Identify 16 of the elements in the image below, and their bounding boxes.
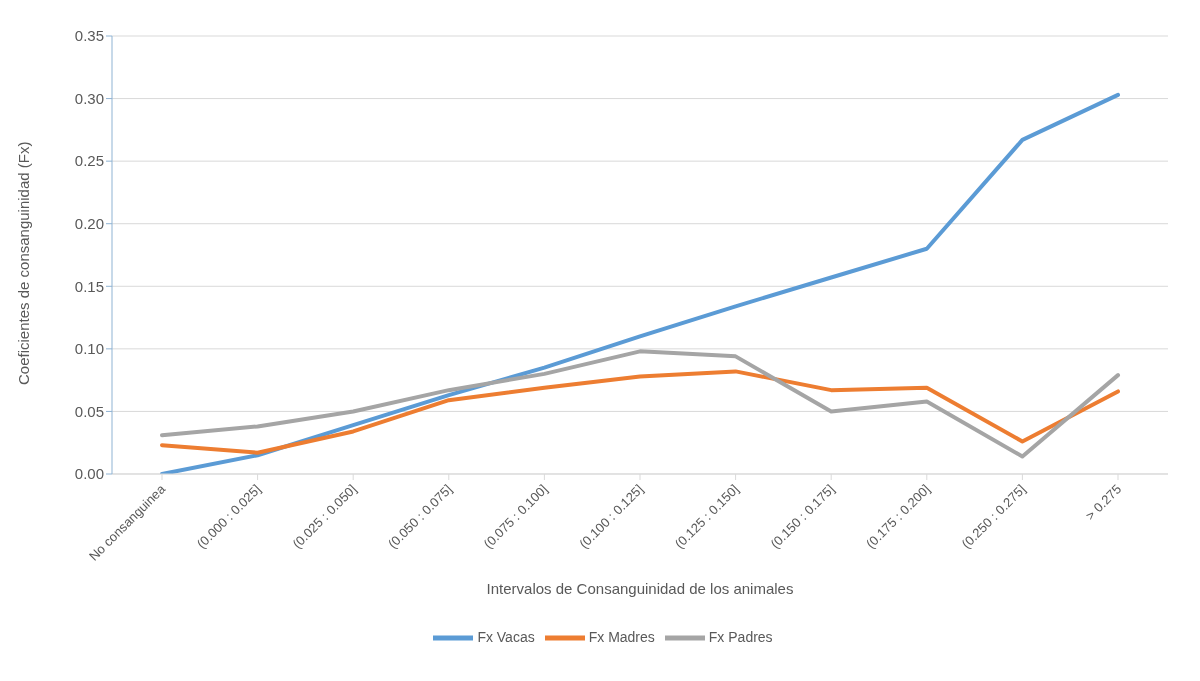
y-tick-label: 0.30	[74, 89, 104, 107]
line-series	[160, 369, 1120, 455]
y-tick-label: 0.15	[74, 277, 104, 295]
y-tick-label: 0.00	[74, 465, 104, 483]
y-tick-label: 0.05	[74, 402, 104, 420]
legend-label: Fx Padres	[708, 628, 773, 645]
y-tick-label: 0.25	[74, 152, 104, 170]
line-series	[160, 349, 1120, 459]
y-tick-label: 0.35	[74, 27, 104, 45]
line-series	[160, 92, 1120, 474]
legend-label: Fx Madres	[588, 628, 655, 645]
y-tick-label: 0.10	[74, 340, 104, 358]
x-axis-title: Intervalos de Consanguinidad de los animales	[486, 580, 794, 597]
y-tick-label: 0.20	[74, 215, 104, 233]
y-axis-title: Coeficientes de consanguinidad (Fx)	[15, 141, 33, 385]
legend-label: Fx Vacas	[477, 628, 535, 645]
